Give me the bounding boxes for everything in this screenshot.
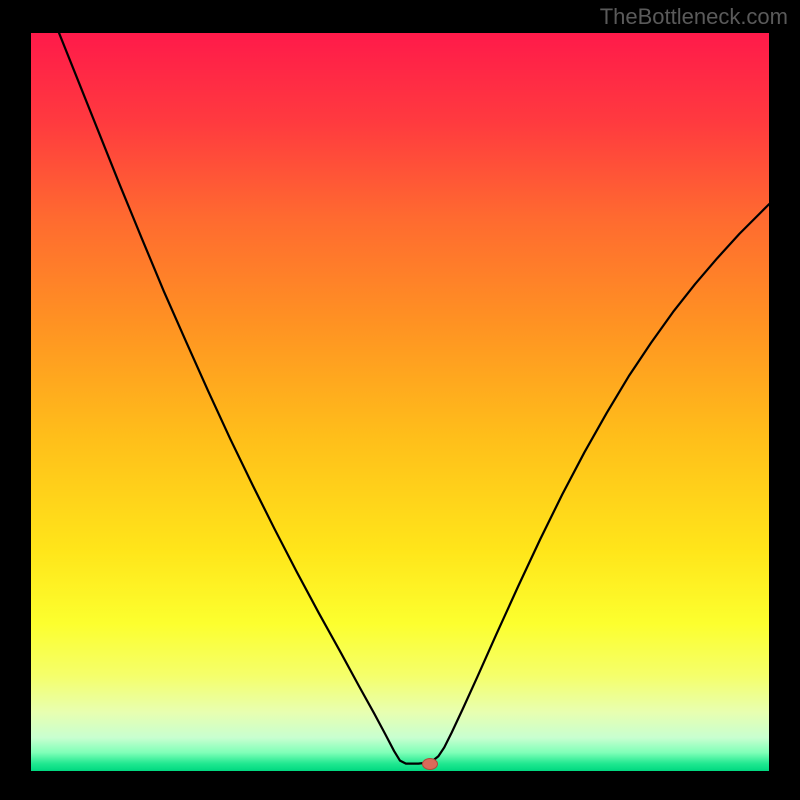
chart-data-marker bbox=[422, 758, 438, 770]
watermark-text: TheBottleneck.com bbox=[600, 4, 788, 30]
chart-plot-area bbox=[31, 33, 769, 771]
chart-curve bbox=[31, 33, 769, 771]
